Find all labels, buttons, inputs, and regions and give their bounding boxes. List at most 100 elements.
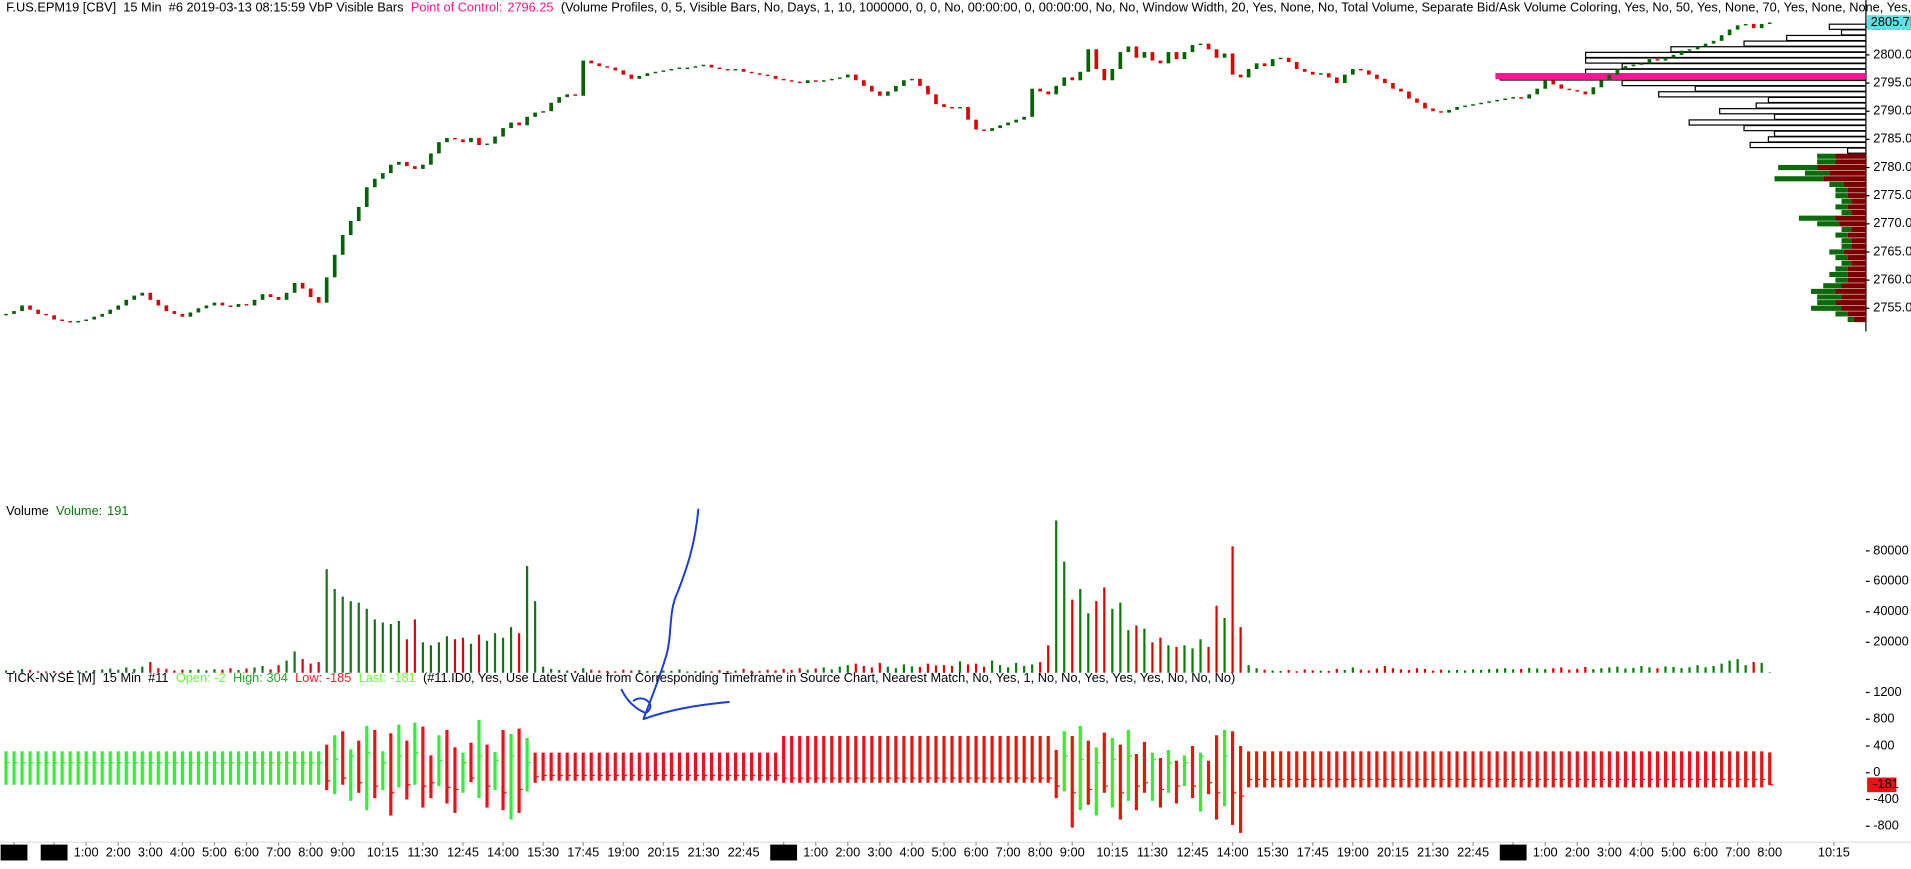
volume-bar	[101, 669, 104, 673]
tick-bar	[549, 752, 553, 781]
tick-bar	[1214, 735, 1219, 820]
profile-bar	[1835, 204, 1848, 210]
candle	[677, 67, 682, 70]
tick-bar	[525, 737, 529, 792]
tick-bar	[1102, 732, 1106, 793]
candle	[1391, 83, 1395, 89]
volume-bar	[950, 665, 954, 673]
x-tick-label: 6:00	[1693, 845, 1718, 860]
tick-bar	[140, 751, 144, 785]
candle	[1342, 74, 1347, 84]
volume-bar	[718, 670, 721, 673]
candle	[252, 299, 257, 306]
candle	[356, 206, 361, 222]
tick-bar	[108, 751, 112, 785]
tick-bar	[541, 752, 545, 781]
volume-bar	[1231, 546, 1234, 673]
tick-bar	[1487, 751, 1491, 788]
tick-bar	[806, 735, 810, 783]
volume-bar	[1455, 670, 1459, 673]
tick-bar	[429, 755, 433, 799]
tick-bar	[1311, 751, 1315, 788]
x-tick-label: 9:00	[330, 845, 355, 860]
x-tick-label: 21:30	[1417, 845, 1449, 860]
x-tick-label: 9:00	[1060, 845, 1085, 860]
candle	[268, 294, 273, 298]
last-price-box	[1867, 15, 1911, 30]
candle	[1751, 23, 1756, 29]
candle	[1439, 111, 1443, 113]
volume-bar	[421, 642, 424, 673]
volume-bar	[654, 671, 657, 673]
tick-title: TICK-NYSE [M] 15 Min #11	[6, 670, 168, 685]
volume-bar	[726, 670, 729, 673]
tick-bar	[902, 735, 906, 783]
legend-label: Low:	[295, 670, 322, 685]
profile-bar	[1847, 193, 1866, 199]
tick-bar	[1736, 751, 1740, 788]
volume-bar	[1768, 672, 1771, 674]
tick-bar	[1599, 751, 1603, 788]
candle	[886, 91, 890, 96]
profile-bar	[1817, 164, 1866, 171]
volume-bar	[1095, 601, 1098, 673]
volume-bar	[942, 665, 946, 673]
tick-bar	[236, 751, 241, 785]
tick-bar	[1431, 751, 1435, 788]
volume-bar	[1335, 668, 1338, 673]
tick-bar	[1142, 741, 1146, 793]
volume-bar	[1439, 669, 1443, 673]
volume-bar	[774, 670, 777, 673]
profile-bar	[1835, 232, 1848, 238]
x-tick-label: 7:00	[996, 845, 1021, 860]
volume-bar	[1600, 668, 1603, 673]
volume-bar	[77, 670, 80, 673]
tick-bar	[204, 751, 209, 785]
tick-bar	[982, 735, 986, 783]
volume-bar	[630, 670, 633, 673]
candle	[1086, 49, 1091, 72]
volume-bar	[526, 566, 529, 673]
candle	[300, 282, 305, 289]
candle	[1463, 105, 1467, 108]
x-tick-label: 3-11	[42, 845, 67, 860]
tick-bar	[1423, 751, 1427, 788]
tick-bar	[677, 752, 682, 781]
volume-bar	[1015, 662, 1018, 673]
candle	[477, 137, 481, 145]
candle	[1238, 74, 1243, 78]
profile-bar	[1743, 40, 1867, 47]
profile-bar	[1817, 159, 1836, 165]
candle	[653, 71, 658, 74]
tick-bar	[285, 751, 289, 785]
volume-bar	[1592, 669, 1595, 673]
volume-bar	[44, 671, 48, 673]
profile-bar	[1843, 181, 1866, 187]
tick-bar	[1503, 751, 1507, 788]
tick-bar	[1760, 751, 1764, 788]
tick-bar	[565, 752, 569, 781]
candle	[12, 311, 16, 314]
candle	[132, 295, 137, 300]
candle	[469, 137, 473, 143]
volume-bar	[1103, 587, 1106, 673]
legend-value: -181	[390, 670, 416, 685]
tick-bar	[1343, 751, 1347, 788]
x-tick-label: 19:00	[1337, 845, 1369, 860]
profile-bar	[1851, 260, 1866, 266]
candle	[116, 305, 121, 310]
candle	[966, 106, 970, 120]
profile-bar	[1688, 119, 1867, 126]
tick-bar	[958, 735, 962, 783]
profile-bar	[1773, 113, 1867, 121]
volume-bar	[550, 668, 553, 673]
volume-bar	[998, 665, 1002, 673]
legend-value: -2	[214, 670, 225, 685]
tick-bar	[798, 735, 802, 783]
candle	[926, 85, 930, 95]
x-tick-label: 22:45	[1457, 845, 1489, 860]
tick-bar	[1279, 751, 1283, 788]
tick-bar	[1607, 751, 1611, 788]
volume-bar	[1608, 667, 1611, 673]
profile-bar	[1847, 271, 1866, 278]
